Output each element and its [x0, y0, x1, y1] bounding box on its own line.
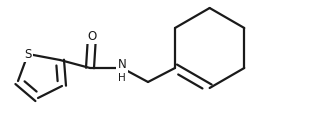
Text: S: S	[24, 47, 32, 61]
Text: N: N	[118, 58, 126, 72]
Text: H: H	[118, 73, 126, 83]
Text: O: O	[87, 30, 97, 42]
